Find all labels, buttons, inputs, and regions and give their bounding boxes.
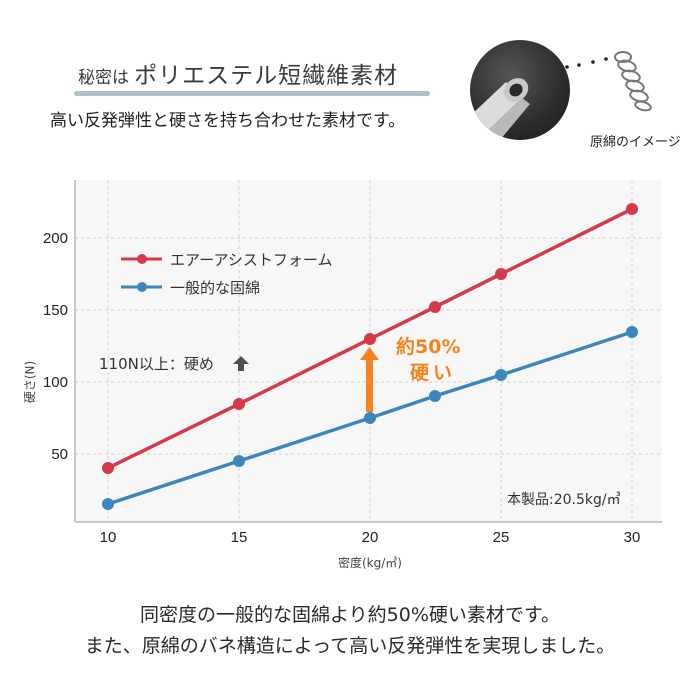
y-axis-label: 硬さ(N) <box>23 361 37 403</box>
x-tick: 15 <box>231 529 248 546</box>
x-axis-label: 密度(kg/㎥) <box>338 555 402 570</box>
product-density-annotation: 本製品:20.5kg/㎥ <box>507 492 621 508</box>
y-tick: 100 <box>43 374 68 391</box>
x-tick: 20 <box>362 529 379 546</box>
percent-annotation: 約50% <box>396 335 460 358</box>
threshold-annotation: 110N以上：硬め <box>99 355 214 373</box>
grid <box>75 180 662 522</box>
y-tick: 200 <box>43 230 68 247</box>
series-general-line <box>107 330 633 506</box>
legend-label: 一般的な固綿 <box>170 279 260 297</box>
series-air-assist-points <box>102 203 638 474</box>
harder-annotation: 硬い <box>410 362 456 384</box>
legend: エアーアシストフォーム 一般的な固綿 <box>121 251 332 297</box>
fiber-tube-photo <box>470 40 570 140</box>
legend-label: エアーアシストフォーム <box>170 251 332 269</box>
header-title-prefix: 秘密は <box>78 68 129 88</box>
comparison-arrow-shaft <box>366 358 373 412</box>
footer-line-1: 同密度の一般的な固綿より約50%硬い素材です。 <box>140 604 560 626</box>
x-tick: 30 <box>624 529 641 546</box>
y-tick: 50 <box>51 446 68 463</box>
up-arrow-icon <box>233 356 249 371</box>
comparison-arrow-icon <box>360 347 379 360</box>
x-tick: 10 <box>100 529 117 546</box>
image-caption: 原綿のイメージ <box>590 135 681 150</box>
header-title: 秘密は ポリエステル短繊維素材 <box>78 56 398 90</box>
x-tick: 25 <box>493 529 510 546</box>
y-tick: 150 <box>43 302 68 319</box>
series-general-points <box>102 326 638 510</box>
title-underline <box>74 91 430 96</box>
header-subtitle: 高い反発弾性と硬さを持ち合わせた素材です。 <box>50 111 406 131</box>
header-title-main: ポリエステル短繊維素材 <box>134 63 399 89</box>
series-air-assist-line <box>107 207 633 470</box>
footer-line-2: また、原綿のバネ構造によって高い反発弾性を実現しました。 <box>84 635 616 657</box>
